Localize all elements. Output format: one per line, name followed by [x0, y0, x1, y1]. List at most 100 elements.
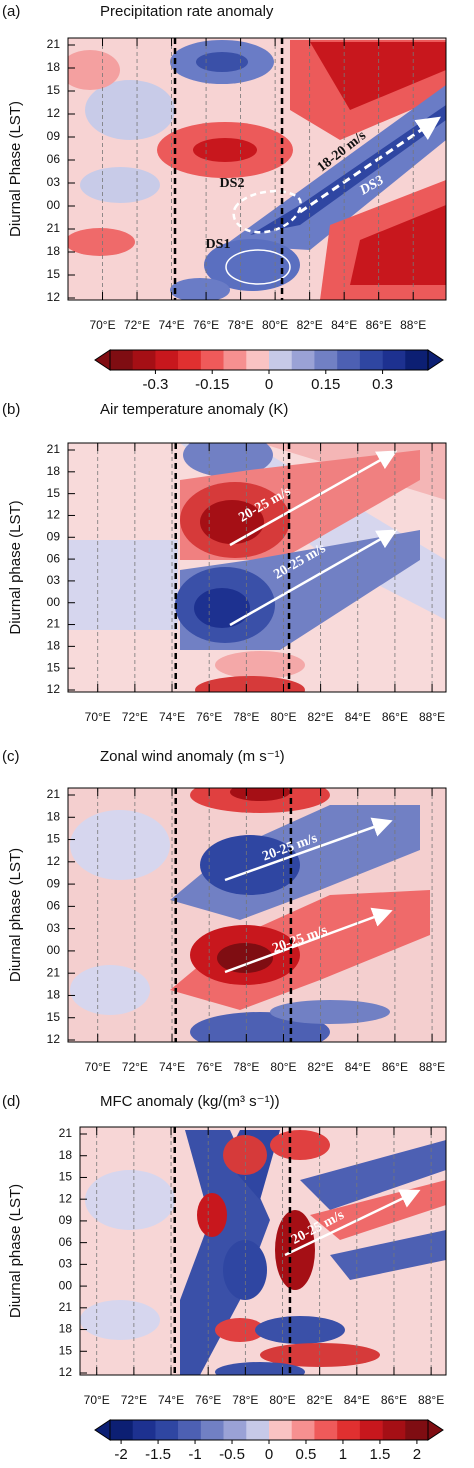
colorbar-cell	[337, 1420, 361, 1440]
y-tick-label: 18	[59, 1322, 73, 1336]
y-axis-label: Diurnal phase (LST)	[7, 1184, 24, 1318]
colorbar-cell	[132, 350, 156, 370]
y-tick-label: 12	[47, 508, 61, 522]
colorbar-cell	[359, 1420, 383, 1440]
colorbar-cell	[132, 1420, 156, 1440]
y-tick-label: 03	[47, 175, 61, 189]
y-tick-label: 18	[47, 244, 61, 258]
colorbar-cell	[405, 350, 429, 370]
colorbar-tick-label: 0.3	[372, 376, 393, 393]
colorbar-cell	[269, 350, 293, 370]
y-tick-label: 15	[47, 83, 61, 97]
x-tick-label: 72°E	[124, 318, 150, 332]
colorbar-tick-label: -0.15	[195, 376, 229, 393]
y-tick-label: 21	[47, 221, 61, 235]
colorbar-cell	[110, 1420, 134, 1440]
x-tick-label: 82°E	[307, 1393, 333, 1407]
colorbar-tick-label: 0	[265, 376, 273, 393]
annotation: DS1	[206, 237, 231, 252]
y-tick-label: 21	[47, 442, 61, 456]
x-tick-label: 78°E	[233, 1060, 259, 1074]
x-tick-label: 72°E	[122, 710, 148, 724]
y-tick-label: 00	[47, 943, 61, 957]
x-tick-label: 70°E	[89, 318, 115, 332]
plot-frame	[79, 1126, 447, 1376]
field	[68, 443, 446, 692]
y-tick-label: 12	[47, 682, 61, 696]
x-tick-label: 88°E	[418, 1393, 444, 1407]
y-tick-label: 15	[59, 1343, 73, 1357]
colorbar-cell	[178, 1420, 202, 1440]
x-tick-label: 84°E	[345, 1060, 371, 1074]
x-tick-label: 84°E	[331, 318, 357, 332]
colorbar-cell	[246, 350, 270, 370]
y-tick-label: 18	[47, 60, 61, 74]
x-tick-label: 82°E	[308, 1060, 334, 1074]
y-tick-label: 15	[47, 660, 61, 674]
x-tick-label: 76°E	[196, 710, 222, 724]
y-tick-label: 09	[59, 1213, 73, 1227]
colorbar-cell	[200, 1420, 224, 1440]
colorbar-tick-label: -0.3	[142, 376, 168, 393]
y-tick-label: 18	[47, 464, 61, 478]
y-tick-label: 09	[47, 129, 61, 143]
y-axis-label: Diurnal Phase (LST)	[7, 101, 24, 237]
x-tick-label: 86°E	[366, 318, 392, 332]
plot-frame	[67, 442, 447, 693]
colorbar-tick-label: -0.5	[219, 1446, 245, 1463]
y-tick-label: 12	[47, 106, 61, 120]
y-tick-label: 06	[47, 551, 61, 565]
colorbar-cell	[269, 1420, 293, 1440]
y-tick-label: 15	[47, 267, 61, 281]
y-axis-label: Diurnal phase (LST)	[7, 848, 24, 982]
x-tick-label: 86°E	[381, 1393, 407, 1407]
x-tick-label: 70°E	[85, 1060, 111, 1074]
colorbar-tick-label: 0	[265, 1446, 273, 1463]
x-tick-label: 70°E	[85, 710, 111, 724]
x-tick-label: 74°E	[158, 1393, 184, 1407]
y-tick-label: 12	[47, 290, 61, 304]
x-tick-label: 80°E	[262, 318, 288, 332]
colorbar-cell	[291, 350, 315, 370]
x-tick-label: 86°E	[382, 710, 408, 724]
x-tick-label: 78°E	[233, 710, 259, 724]
colorbar-cell	[359, 350, 383, 370]
x-tick-label: 74°E	[159, 710, 185, 724]
annotation: DS2	[220, 176, 245, 191]
colorbar-cell	[382, 350, 406, 370]
y-tick-label: 18	[47, 988, 61, 1002]
colorbar-cell	[405, 1420, 429, 1440]
x-tick-label: 84°E	[345, 710, 371, 724]
x-tick-label: 88°E	[419, 1060, 445, 1074]
y-tick-label: 21	[47, 617, 61, 631]
colorbar-extend	[427, 1419, 444, 1441]
y-tick-label: 18	[59, 1148, 73, 1162]
y-tick-label: 00	[47, 198, 61, 212]
x-tick-label: 78°E	[232, 1393, 258, 1407]
y-tick-label: 12	[47, 854, 61, 868]
colorbar-tick-label: 1.5	[370, 1446, 391, 1463]
x-tick-label: 82°E	[297, 318, 323, 332]
x-tick-label: 74°E	[159, 1060, 185, 1074]
colorbar-tick-label: 0.5	[296, 1446, 317, 1463]
y-tick-label: 15	[47, 832, 61, 846]
y-tick-label: 09	[47, 529, 61, 543]
colorbar-extend	[94, 349, 111, 371]
colorbar-tick-label: -1	[188, 1446, 201, 1463]
panel-title: Zonal wind anomaly (m s⁻¹)	[100, 748, 285, 765]
y-tick-label: 18	[47, 639, 61, 653]
y-tick-label: 21	[59, 1300, 73, 1314]
y-tick-label: 18	[47, 809, 61, 823]
colorbar-tick-label: -2	[114, 1446, 127, 1463]
y-tick-label: 03	[47, 573, 61, 587]
y-tick-label: 21	[59, 1126, 73, 1140]
colorbar-cell	[382, 1420, 406, 1440]
y-tick-label: 15	[47, 1010, 61, 1024]
y-tick-label: 15	[47, 486, 61, 500]
field	[68, 788, 446, 1042]
x-tick-label: 82°E	[308, 710, 334, 724]
panel-label: (d)	[2, 1093, 20, 1110]
panel-title: MFC anomaly (kg/(m³ s⁻¹))	[100, 1093, 280, 1110]
x-tick-label: 76°E	[193, 318, 219, 332]
x-tick-label: 80°E	[269, 1393, 295, 1407]
